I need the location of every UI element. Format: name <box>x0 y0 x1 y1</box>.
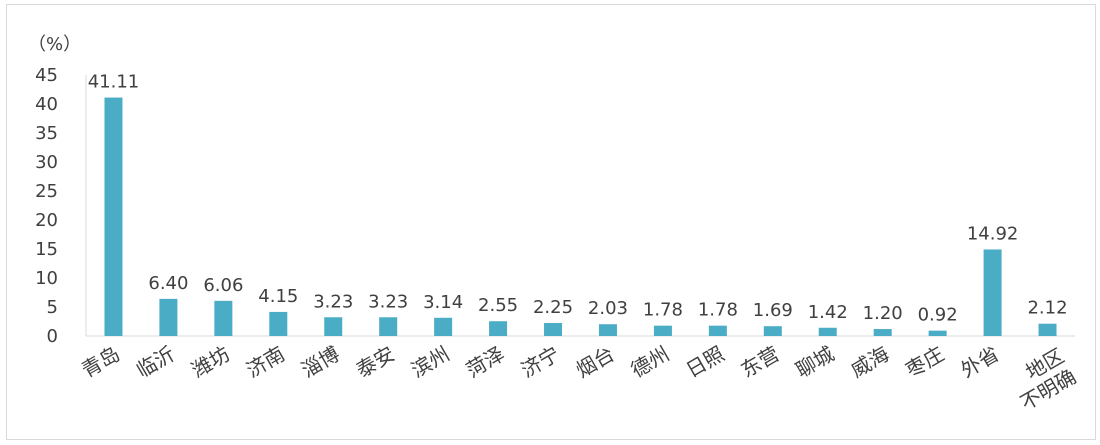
bar <box>1038 323 1057 336</box>
bar <box>708 325 727 336</box>
category-label: 东营 <box>737 342 784 383</box>
data-labels: 41.11 6.40 6.06 4.15 3.23 3.23 3.14 2.55 2.25 2.0… <box>88 72 1068 326</box>
category-label: 地区不明确 <box>1004 344 1080 416</box>
category-label: 临沂 <box>132 342 179 383</box>
data-label: 3.23 <box>313 291 353 312</box>
data-label: 3.23 <box>368 291 408 312</box>
data-label: 2.55 <box>478 295 518 316</box>
y-axis-ticks: 0 5 10 15 20 25 30 35 40 45 <box>35 65 58 347</box>
data-label: 6.06 <box>203 275 243 296</box>
category-label: 青岛 <box>77 342 124 383</box>
bar <box>324 317 343 336</box>
y-tick-label: 45 <box>35 65 58 86</box>
data-label: 2.12 <box>1027 298 1067 319</box>
chart-frame <box>6 4 1096 440</box>
bar <box>379 317 398 336</box>
y-tick-label: 35 <box>35 123 58 144</box>
category-label: 聊城 <box>792 342 839 383</box>
bar <box>818 327 837 336</box>
bar <box>873 329 892 336</box>
bar <box>489 321 508 336</box>
bar <box>214 300 233 336</box>
category-label: 潍坊 <box>187 342 234 383</box>
bar <box>763 326 782 336</box>
bar <box>983 249 1002 336</box>
category-labels: 青岛 临沂 潍坊 济南 淄博 泰安 滨州 菏泽 济宁 烟台 德州 日照 东营 聊城 威海 枣庄 外省 地区不明确 <box>77 342 1080 416</box>
bars <box>104 97 1057 336</box>
data-label: 1.42 <box>808 302 848 323</box>
category-label: 淄博 <box>297 342 344 383</box>
data-label: 0.92 <box>918 305 958 326</box>
y-axis-unit-label: （%） <box>28 34 81 55</box>
bar <box>928 330 947 336</box>
data-label: 2.03 <box>588 298 628 319</box>
data-label: 3.14 <box>423 292 463 313</box>
y-tick-label: 40 <box>35 94 58 115</box>
category-label: 日照 <box>682 342 729 383</box>
data-label: 14.92 <box>967 223 1019 244</box>
y-tick-label: 5 <box>47 297 58 318</box>
y-tick-label: 15 <box>35 239 58 260</box>
category-label: 济南 <box>242 342 289 383</box>
category-label: 滨州 <box>407 342 454 383</box>
category-label: 德州 <box>627 342 674 383</box>
y-tick-label: 10 <box>35 268 58 289</box>
y-tick-label: 0 <box>47 326 58 347</box>
category-label: 枣庄 <box>901 342 948 383</box>
data-label: 6.40 <box>148 273 188 294</box>
data-label: 41.11 <box>88 72 140 93</box>
data-label: 1.78 <box>698 300 738 321</box>
y-tick-label: 20 <box>35 210 58 231</box>
bar <box>653 325 672 336</box>
category-label: 泰安 <box>352 342 399 383</box>
bar <box>434 317 453 336</box>
bar <box>104 97 123 336</box>
category-label: 威海 <box>847 342 894 383</box>
category-label: 外省 <box>956 342 1003 383</box>
data-label: 2.25 <box>533 297 573 318</box>
category-label: 烟台 <box>572 342 619 383</box>
bar <box>544 322 563 336</box>
data-label: 1.69 <box>753 300 793 321</box>
category-label: 济宁 <box>517 342 564 383</box>
bar <box>598 324 617 336</box>
bar <box>269 311 288 336</box>
category-label: 菏泽 <box>462 342 509 383</box>
bar <box>159 298 178 336</box>
y-tick-label: 25 <box>35 181 58 202</box>
data-label: 4.15 <box>258 286 298 307</box>
data-label: 1.20 <box>863 303 903 324</box>
data-label: 1.78 <box>643 300 683 321</box>
y-tick-label: 30 <box>35 152 58 173</box>
